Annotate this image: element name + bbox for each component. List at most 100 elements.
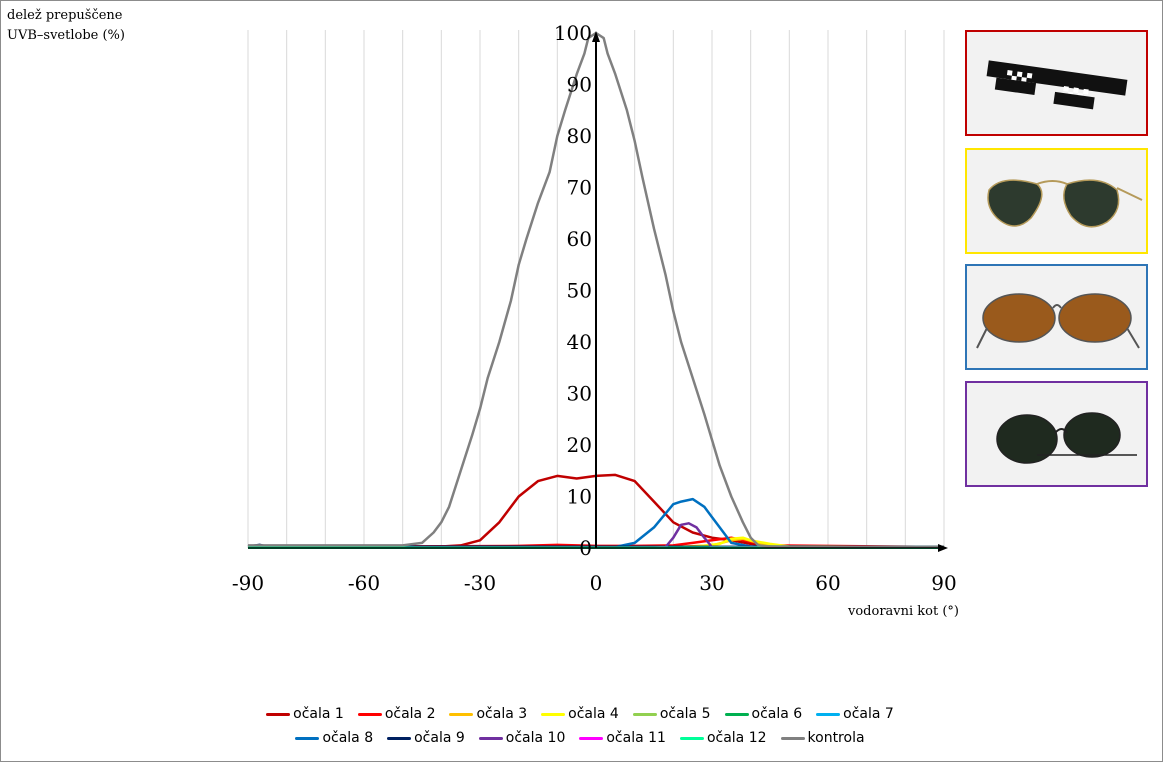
lens-shape: [987, 179, 1043, 227]
y-tick-label: 90: [567, 73, 592, 97]
axes: [248, 31, 948, 552]
sunglasses-drawing: [987, 179, 1143, 228]
y-axis-label: delež prepuščene UVB–svetlobe (%): [7, 6, 125, 46]
pixel-shape: [1006, 70, 1013, 76]
legend-label: očala 12: [706, 730, 767, 746]
x-tick-label: -30: [464, 571, 496, 595]
pixel-shape: [1016, 71, 1023, 78]
legend-swatch: [724, 712, 749, 716]
y-tick-label: 20: [567, 433, 592, 457]
brown-sunglasses-photo: [965, 264, 1148, 370]
legend-swatch: [266, 712, 291, 716]
legend-item: očala 2: [357, 706, 436, 722]
y-tick-label: 80: [567, 124, 592, 148]
aviator-sunglasses-photo: [965, 148, 1148, 254]
x-tick-label: -60: [348, 571, 380, 595]
y-tick-label: 0: [579, 536, 592, 560]
legend-label: očala 3: [476, 706, 528, 722]
frame-shape: [986, 60, 1128, 96]
legend-item: očala 4: [541, 706, 619, 722]
legend-swatch: [679, 736, 704, 740]
lens-shape: [994, 77, 1037, 96]
legend-label: očala 1: [293, 706, 344, 722]
legend-row-2: očala 8 očala 9 očala 10 očala 11 očala 12 ko…: [200, 730, 960, 746]
legend-item: očala 5: [632, 706, 711, 722]
y-tick-label: 100: [554, 21, 592, 45]
y-tick-label: 70: [567, 176, 592, 200]
y-tick-label: 40: [567, 330, 592, 354]
pixel-shape: [1026, 72, 1033, 79]
lens-shape: [1053, 91, 1095, 110]
y-axis-label-line-1: delež prepuščene: [7, 8, 123, 23]
legend-label: očala 9: [414, 730, 465, 746]
y-tick-label: 10: [567, 485, 592, 509]
sunglasses-drawing: [996, 412, 1137, 464]
temple-shape: [1116, 187, 1143, 201]
lens-shape: [996, 414, 1058, 464]
lens-shape: [1063, 412, 1121, 458]
legend-swatch: [295, 736, 320, 740]
legend-label: očala 2: [384, 706, 436, 722]
lens-shape: [982, 293, 1056, 343]
legend-swatch: [449, 712, 474, 716]
legend-swatch: [357, 712, 382, 716]
lens-shape: [1063, 179, 1120, 228]
legend-item: očala 9: [387, 730, 465, 746]
legend-swatch: [780, 736, 805, 740]
y-tick-label: 60: [567, 227, 592, 251]
bridge-shape: [1052, 304, 1062, 309]
legend-item: očala 10: [478, 730, 566, 746]
legend-item: očala 6: [724, 706, 803, 722]
x-tick-label: 60: [815, 571, 840, 595]
sunglasses-drawing: [986, 60, 1128, 110]
y-tick-label: 30: [567, 382, 592, 406]
lens-shape: [1058, 293, 1132, 343]
legend-row-1: očala 1 očala 2 očala 3 očala 4 očala 5 očala…: [200, 706, 960, 722]
legend-swatch: [387, 736, 412, 740]
x-axis-arrow: [938, 544, 948, 552]
tick-labels: 0 10 20 30 40 50 60 70 80 90 100 -90 -60 -30 0 30 60 90: [232, 21, 957, 595]
pixel-shape: [1083, 88, 1089, 95]
legend-label: očala 6: [751, 706, 803, 722]
legend-swatch: [579, 736, 604, 740]
pixel-sunglasses-photo: [965, 30, 1148, 136]
temple-shape: [976, 327, 1140, 349]
legend-swatch: [478, 736, 503, 740]
legend-item: očala 12: [679, 730, 767, 746]
y-axis-label-line-2: UVB–svetlobe (%): [7, 28, 125, 43]
legend-swatch: [541, 712, 566, 716]
y-axis-arrow: [592, 31, 600, 42]
legend-label: očala 11: [606, 730, 666, 746]
legend-swatch: [816, 712, 841, 716]
legend-label: očala 10: [505, 730, 566, 746]
series-line-8: [248, 497, 945, 549]
pixel-shape: [1063, 86, 1069, 92]
legend-label: očala 4: [568, 706, 619, 722]
bridge-shape: [1036, 180, 1068, 185]
legend-item: očala 11: [579, 730, 666, 746]
clip-on-sunglasses-photo: [965, 381, 1148, 487]
legend-item: očala 8: [295, 730, 373, 746]
legend-swatch: [632, 712, 657, 716]
legend-item: očala 3: [449, 706, 527, 722]
sunglasses-drawing: [976, 293, 1140, 349]
series-line-1: [248, 473, 945, 549]
legend-item: očala 7: [816, 706, 894, 722]
x-tick-label: 0: [590, 571, 603, 595]
bridge-shape: [1054, 428, 1068, 434]
legend-label: očala 7: [843, 706, 894, 722]
x-tick-label: 30: [699, 571, 724, 595]
legend-item: kontrola: [780, 730, 865, 746]
x-axis-label: vodoravni kot (°): [848, 604, 959, 619]
legend-label: kontrola: [807, 730, 865, 746]
legend-label: očala 8: [322, 730, 374, 746]
grid: [247, 30, 945, 548]
legend: očala 1 očala 2 očala 3 očala 4 očala 5 očala…: [200, 706, 960, 754]
pixel-shape: [1073, 87, 1079, 94]
y-tick-label: 50: [567, 279, 592, 303]
x-tick-label: -90: [232, 571, 264, 595]
legend-label: očala 5: [659, 706, 711, 722]
x-tick-label: 90: [931, 571, 956, 595]
